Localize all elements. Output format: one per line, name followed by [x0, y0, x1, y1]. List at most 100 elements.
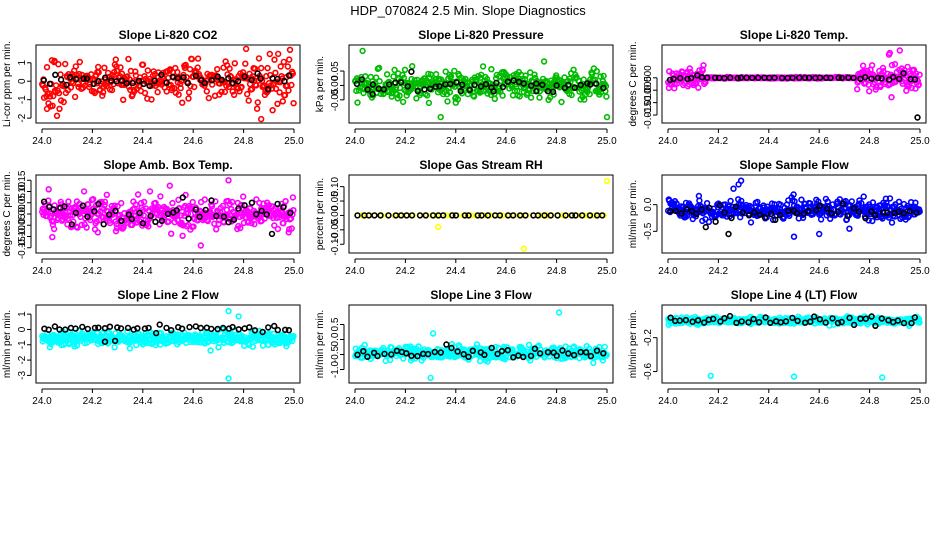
point [146, 188, 154, 195]
point [280, 58, 287, 66]
point [251, 327, 259, 334]
point [354, 212, 361, 219]
point [141, 325, 149, 332]
point [248, 199, 256, 206]
point [603, 93, 610, 100]
point [240, 193, 247, 200]
point [72, 75, 80, 83]
plot-frame [661, 44, 927, 124]
point [404, 83, 411, 90]
point [716, 202, 723, 209]
point [71, 93, 79, 101]
point [179, 99, 186, 106]
chart-title: Slope Line 4 (LT) Flow [731, 288, 858, 302]
point [373, 74, 380, 81]
point [385, 81, 393, 88]
point [782, 318, 790, 325]
point [288, 225, 295, 232]
point [287, 209, 294, 217]
point [73, 342, 81, 349]
y-tick-label: -2 [17, 113, 28, 122]
x-tick-label: 24.4 [759, 266, 779, 277]
point [177, 212, 185, 219]
x-tick-label: 24.2 [709, 396, 729, 407]
point [95, 324, 102, 331]
point [667, 314, 674, 321]
point [432, 83, 439, 90]
y-tick-label: 1 [17, 60, 28, 66]
point [134, 325, 141, 332]
x-tick-label: 24.8 [547, 136, 567, 147]
point [516, 212, 524, 219]
point [553, 82, 560, 89]
point [53, 112, 61, 120]
point [274, 200, 281, 208]
outlier-point [896, 47, 903, 54]
point [676, 317, 683, 324]
x-tick-label: 24.4 [759, 396, 779, 407]
point [689, 318, 696, 325]
y-tick-label: 0.15 [17, 170, 28, 190]
point [684, 75, 691, 83]
point [519, 353, 527, 361]
y-tick-label: 0.0 [643, 197, 654, 211]
point [129, 79, 136, 87]
point [447, 80, 454, 88]
point [208, 203, 216, 210]
point [868, 75, 875, 82]
point [189, 198, 196, 206]
y-tick-label: -0.15 [17, 236, 28, 259]
point [599, 357, 607, 364]
outlier-point [225, 375, 232, 382]
point [776, 211, 784, 219]
point [52, 71, 59, 79]
point [95, 69, 102, 76]
point [360, 348, 367, 355]
outlier-point [914, 114, 921, 121]
point [194, 55, 202, 62]
outlier-point [725, 230, 732, 238]
point [721, 209, 728, 216]
outlier-point [457, 87, 464, 95]
point [46, 80, 54, 88]
point [106, 323, 114, 330]
point [771, 74, 778, 81]
point [353, 80, 361, 88]
point [816, 316, 824, 323]
point [229, 323, 236, 331]
point [91, 208, 98, 215]
point [251, 65, 259, 72]
point [208, 76, 216, 84]
point [192, 323, 200, 330]
point [431, 348, 438, 356]
point [68, 221, 76, 228]
point [132, 201, 139, 208]
point [234, 78, 242, 85]
point [169, 199, 176, 207]
point [816, 202, 824, 209]
point [125, 211, 133, 218]
point [381, 350, 388, 358]
point [84, 325, 92, 333]
chart-panel: Slope Line 4 (LT) Flow 24.0 24.2 24.4 24.6 24… [628, 288, 930, 407]
point [403, 350, 410, 357]
point [46, 344, 54, 351]
point [805, 74, 813, 81]
point [241, 202, 248, 209]
point [869, 199, 877, 206]
point [229, 79, 236, 87]
point [908, 319, 915, 327]
point [791, 198, 798, 205]
point [597, 73, 604, 80]
point [248, 85, 256, 93]
y-tick-label: 0.0 [330, 332, 341, 346]
y-tick-label: 0.00 [330, 75, 341, 95]
point [527, 82, 535, 89]
x-tick-label: 24.0 [345, 266, 365, 277]
outlier-point [429, 330, 437, 337]
point [878, 75, 885, 82]
point [544, 349, 552, 356]
point [537, 346, 544, 353]
point [829, 315, 836, 322]
chart-title: Slope Gas Stream RH [419, 158, 542, 172]
